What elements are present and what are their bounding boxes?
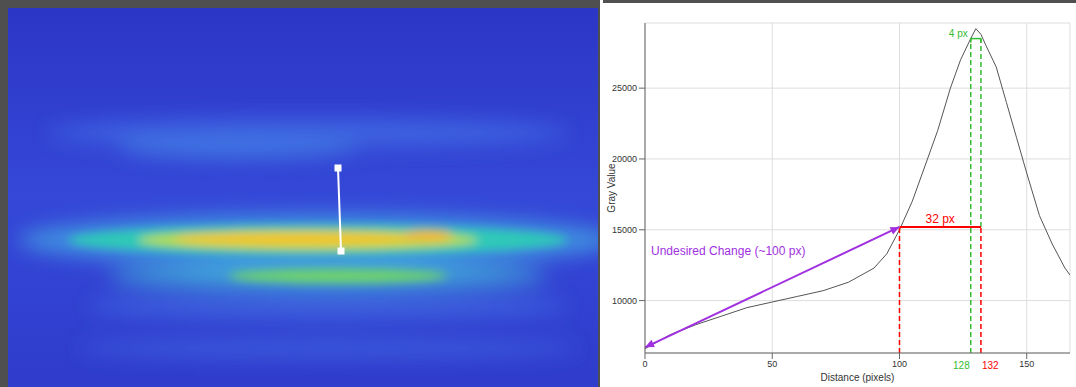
svg-text:132: 132	[982, 360, 999, 371]
svg-text:50: 50	[767, 359, 777, 369]
svg-text:100: 100	[892, 359, 907, 369]
svg-text:Undesired Change (~100 px): Undesired Change (~100 px)	[651, 244, 805, 258]
svg-text:4 px: 4 px	[949, 28, 968, 39]
svg-text:128: 128	[953, 360, 970, 371]
svg-text:10000: 10000	[612, 296, 637, 306]
svg-text:32 px: 32 px	[926, 212, 955, 226]
svg-text:20000: 20000	[612, 154, 637, 164]
svg-text:25000: 25000	[612, 83, 637, 93]
svg-text:15000: 15000	[612, 225, 637, 235]
svg-text:150: 150	[1019, 359, 1034, 369]
svg-text:Gray Value: Gray Value	[606, 163, 617, 213]
svg-text:0: 0	[642, 359, 647, 369]
svg-text:Distance (pixels): Distance (pixels)	[821, 372, 895, 383]
